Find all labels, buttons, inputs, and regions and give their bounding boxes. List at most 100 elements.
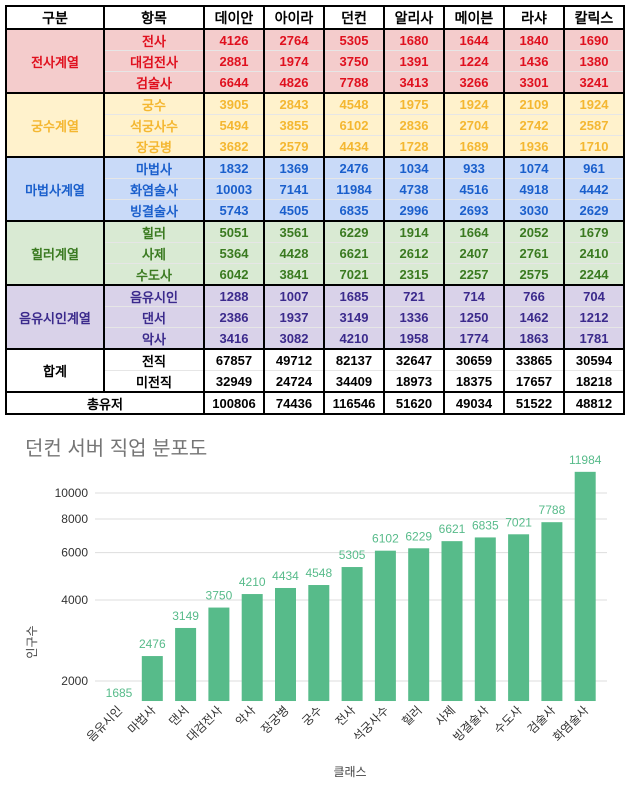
total-value-cell: 51522 <box>503 391 565 415</box>
value-cell: 2587 <box>563 114 625 136</box>
table-row: 악사 3416 3082 4210 1958 1774 1863 1781 <box>6 327 625 350</box>
item-label: 댄서 <box>103 306 205 328</box>
value-cell: 34409 <box>323 370 385 393</box>
data-label: 7021 <box>505 515 532 529</box>
data-label: 11984 <box>569 453 602 467</box>
value-cell: 4918 <box>503 178 565 200</box>
value-cell: 1034 <box>383 156 445 179</box>
y-tick-label: 6000 <box>61 546 88 560</box>
value-cell: 1074 <box>503 156 565 179</box>
value-cell: 1728 <box>383 135 445 158</box>
value-cell: 3149 <box>323 306 385 328</box>
value-cell: 1958 <box>383 327 445 350</box>
bar <box>441 541 463 702</box>
item-label: 빙결술사 <box>103 199 205 222</box>
bar <box>341 567 363 702</box>
data-label: 2476 <box>139 637 166 651</box>
value-cell: 1250 <box>443 306 505 328</box>
bar <box>541 522 563 702</box>
x-axis-label: 클래스 <box>333 765 366 779</box>
table-row: 합계 전직 67857 49712 82137 32647 30659 33865 30594 <box>5 348 625 393</box>
column-header: 구분 <box>5 5 105 30</box>
value-cell: 4442 <box>563 178 625 200</box>
value-cell: 5494 <box>203 114 265 136</box>
bar <box>141 656 163 702</box>
value-cell: 3905 <box>203 92 265 115</box>
value-cell: 49712 <box>263 348 325 371</box>
value-cell: 6644 <box>203 71 265 94</box>
bar <box>574 471 596 702</box>
data-label: 6835 <box>472 518 499 532</box>
column-header: 라샤 <box>503 5 565 30</box>
value-cell: 82137 <box>323 348 385 371</box>
column-header: 아이라 <box>263 5 325 30</box>
data-label: 4434 <box>272 569 299 583</box>
item-label: 힐러 <box>103 220 205 243</box>
x-tick-label: 마법사 <box>125 703 158 736</box>
value-cell: 7141 <box>263 178 325 200</box>
value-cell: 1690 <box>563 28 625 51</box>
value-cell: 1689 <box>443 135 505 158</box>
table-row: 마법사계열 마법사 1832 1369 2476 1034 933 1074 961 <box>5 156 625 222</box>
value-cell: 1664 <box>443 220 505 243</box>
value-cell: 3855 <box>263 114 325 136</box>
value-cell: 1436 <box>503 50 565 72</box>
column-header: 메이븐 <box>443 5 505 30</box>
value-cell: 2386 <box>203 306 265 328</box>
value-cell: 4210 <box>323 327 385 350</box>
bar <box>275 587 296 702</box>
item-label: 전사 <box>103 28 205 51</box>
value-cell: 3030 <box>503 199 565 222</box>
table-row: 전사계열 전사 4126 2764 5305 1680 1644 1840 1690 <box>5 28 625 94</box>
value-cell: 1710 <box>563 135 625 158</box>
value-cell: 32949 <box>203 370 265 393</box>
column-header: 던컨 <box>323 5 385 30</box>
value-cell: 1336 <box>383 306 445 328</box>
group-label: 마법사계열 <box>5 156 105 222</box>
value-cell: 4126 <box>203 28 265 51</box>
value-cell: 2052 <box>503 220 565 243</box>
item-label: 사제 <box>103 242 205 264</box>
data-label: 6229 <box>405 529 432 543</box>
value-cell: 17657 <box>503 370 565 393</box>
value-cell: 721 <box>383 284 445 307</box>
value-cell: 24724 <box>263 370 325 393</box>
x-tick-label: 힐러 <box>399 703 425 729</box>
value-cell: 18973 <box>383 370 445 393</box>
column-header: 항목 <box>103 5 205 30</box>
value-cell: 3241 <box>563 71 625 94</box>
data-label: 3750 <box>206 589 233 603</box>
value-cell: 7788 <box>323 71 385 94</box>
value-cell: 11984 <box>323 178 385 200</box>
table-row: 빙결술사 5743 4505 6835 2996 2693 3030 2629 <box>6 199 625 222</box>
value-cell: 6621 <box>323 242 385 264</box>
item-label: 장궁병 <box>103 135 205 158</box>
item-label: 수도사 <box>103 263 205 286</box>
value-cell: 961 <box>563 156 625 179</box>
value-cell: 1924 <box>443 92 505 115</box>
table-row: 화염술사 10003 7141 11984 4738 4516 4918 4442 <box>6 178 625 200</box>
table-row: 음유시인계열 음유시인 1288 1007 1685 721 714 766 704 <box>5 284 625 350</box>
value-cell: 5364 <box>203 242 265 264</box>
value-cell: 2843 <box>263 92 325 115</box>
value-cell: 2244 <box>563 263 625 286</box>
value-cell: 3841 <box>263 263 325 286</box>
value-cell: 30659 <box>443 348 505 371</box>
value-cell: 6835 <box>323 199 385 222</box>
item-label: 악사 <box>103 327 205 350</box>
bar <box>308 585 330 702</box>
value-cell: 2407 <box>443 242 505 264</box>
item-label: 석궁사수 <box>103 114 205 136</box>
group-label: 궁수계열 <box>5 92 105 158</box>
total-label: 총유저 <box>5 391 205 415</box>
value-cell: 3266 <box>443 71 505 94</box>
value-cell: 1224 <box>443 50 505 72</box>
y-tick-label: 4000 <box>61 593 88 607</box>
data-label: 6102 <box>372 532 399 546</box>
value-cell: 3082 <box>263 327 325 350</box>
bar <box>208 607 230 702</box>
value-cell: 32647 <box>383 348 445 371</box>
value-cell: 1288 <box>203 284 265 307</box>
value-cell: 2836 <box>383 114 445 136</box>
value-cell: 1369 <box>263 156 325 179</box>
